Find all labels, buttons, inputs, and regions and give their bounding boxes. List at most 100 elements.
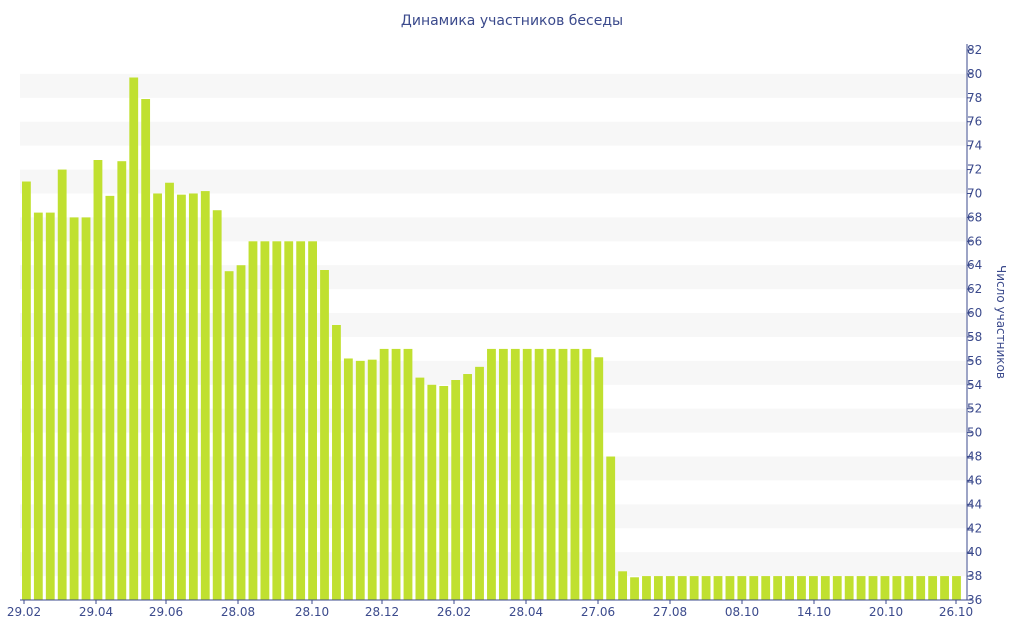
bar [475, 366, 484, 600]
bar [320, 270, 329, 600]
bar [81, 217, 91, 600]
bar [773, 576, 783, 600]
x-tick-label: 29.02 [7, 605, 41, 619]
chart-title: Динамика участников беседы [400, 13, 624, 29]
bar [129, 77, 139, 600]
y-tick-label: 68 [967, 210, 982, 224]
bar [451, 380, 461, 600]
bar [510, 348, 520, 600]
bar [224, 271, 234, 600]
bar [427, 384, 437, 600]
axes [20, 44, 968, 601]
bar [272, 241, 282, 601]
bar [308, 241, 317, 601]
bar [69, 217, 79, 600]
bar [57, 169, 67, 600]
x-tick-label: 27.08 [653, 605, 687, 619]
bar [642, 576, 651, 600]
x-axis-ticks: 29.02 29.04 29.06 28.08 28.10 28.12 26.02 28.04… [7, 600, 973, 619]
grid-band [20, 217, 966, 242]
x-tick-label: 28.10 [295, 605, 329, 619]
bar [952, 576, 961, 600]
bar [904, 576, 914, 600]
y-tick-label: 52 [967, 402, 982, 416]
y-tick-label: 82 [967, 43, 982, 57]
x-tick-label: 29.04 [79, 605, 113, 619]
bar [713, 576, 723, 600]
bar [594, 357, 604, 600]
y-tick-label: 60 [967, 306, 982, 320]
bar [367, 359, 377, 600]
y-tick-label: 78 [967, 91, 982, 105]
x-tick-label: 27.06 [581, 605, 615, 619]
y-tick-label: 40 [967, 545, 982, 559]
x-tick-label: 28.04 [509, 605, 543, 619]
bar [498, 348, 508, 600]
y-tick-label: 62 [967, 282, 982, 296]
bar [832, 576, 842, 600]
bar [940, 576, 949, 600]
y-tick-label: 46 [967, 473, 982, 487]
bar [534, 348, 544, 600]
bar [522, 348, 532, 600]
y-tick-label: 56 [967, 354, 982, 368]
bar [45, 212, 55, 601]
bar [332, 325, 341, 600]
y-axis-label: Число участников [994, 265, 1008, 379]
bar [665, 576, 675, 600]
y-axis-ticks: 36 38 40 42 44 46 48 50 52 54 56 58 60 62 64 66 68 70 72 74… [967, 43, 982, 607]
bar [177, 194, 186, 601]
bar [22, 181, 31, 600]
bar [868, 576, 878, 600]
bar [844, 576, 854, 600]
bar [653, 576, 663, 600]
bar [725, 576, 735, 600]
bar [117, 161, 127, 600]
bar [892, 576, 902, 600]
bar [93, 160, 103, 600]
y-tick-label: 64 [967, 258, 982, 272]
bar [403, 348, 413, 600]
y-tick-label: 38 [967, 569, 982, 583]
y-tick-label: 44 [967, 497, 982, 511]
bar [33, 212, 43, 601]
bar [105, 195, 115, 600]
bar [570, 348, 580, 600]
bar [296, 241, 306, 601]
bar [463, 374, 473, 600]
bar [701, 576, 711, 600]
bar [379, 348, 389, 600]
y-tick-label: 58 [967, 330, 982, 344]
bar [188, 193, 198, 601]
bar [677, 576, 687, 600]
bar [212, 210, 222, 600]
y-tick-label: 76 [967, 115, 982, 129]
y-tick-label: 70 [967, 186, 982, 200]
bar [916, 576, 926, 600]
x-tick-label: 28.08 [221, 605, 255, 619]
bar [689, 576, 699, 600]
y-tick-label: 80 [967, 67, 982, 81]
bar [606, 456, 616, 600]
bar [737, 576, 747, 600]
x-tick-label: 08.10 [725, 605, 759, 619]
bar [808, 576, 818, 600]
bar [439, 385, 449, 600]
bar [284, 241, 294, 601]
y-tick-label: 42 [967, 521, 982, 535]
bar [820, 576, 830, 600]
bar [153, 193, 162, 601]
bar [749, 576, 759, 600]
bar [343, 358, 353, 600]
x-tick-label: 14.10 [797, 605, 831, 619]
bar [630, 577, 639, 600]
bar [558, 348, 568, 600]
bar [618, 571, 628, 600]
bar [355, 360, 365, 600]
y-tick-label: 48 [967, 450, 982, 464]
bar [248, 241, 258, 601]
bar [761, 576, 771, 600]
bar [546, 348, 556, 600]
bar [200, 191, 210, 600]
